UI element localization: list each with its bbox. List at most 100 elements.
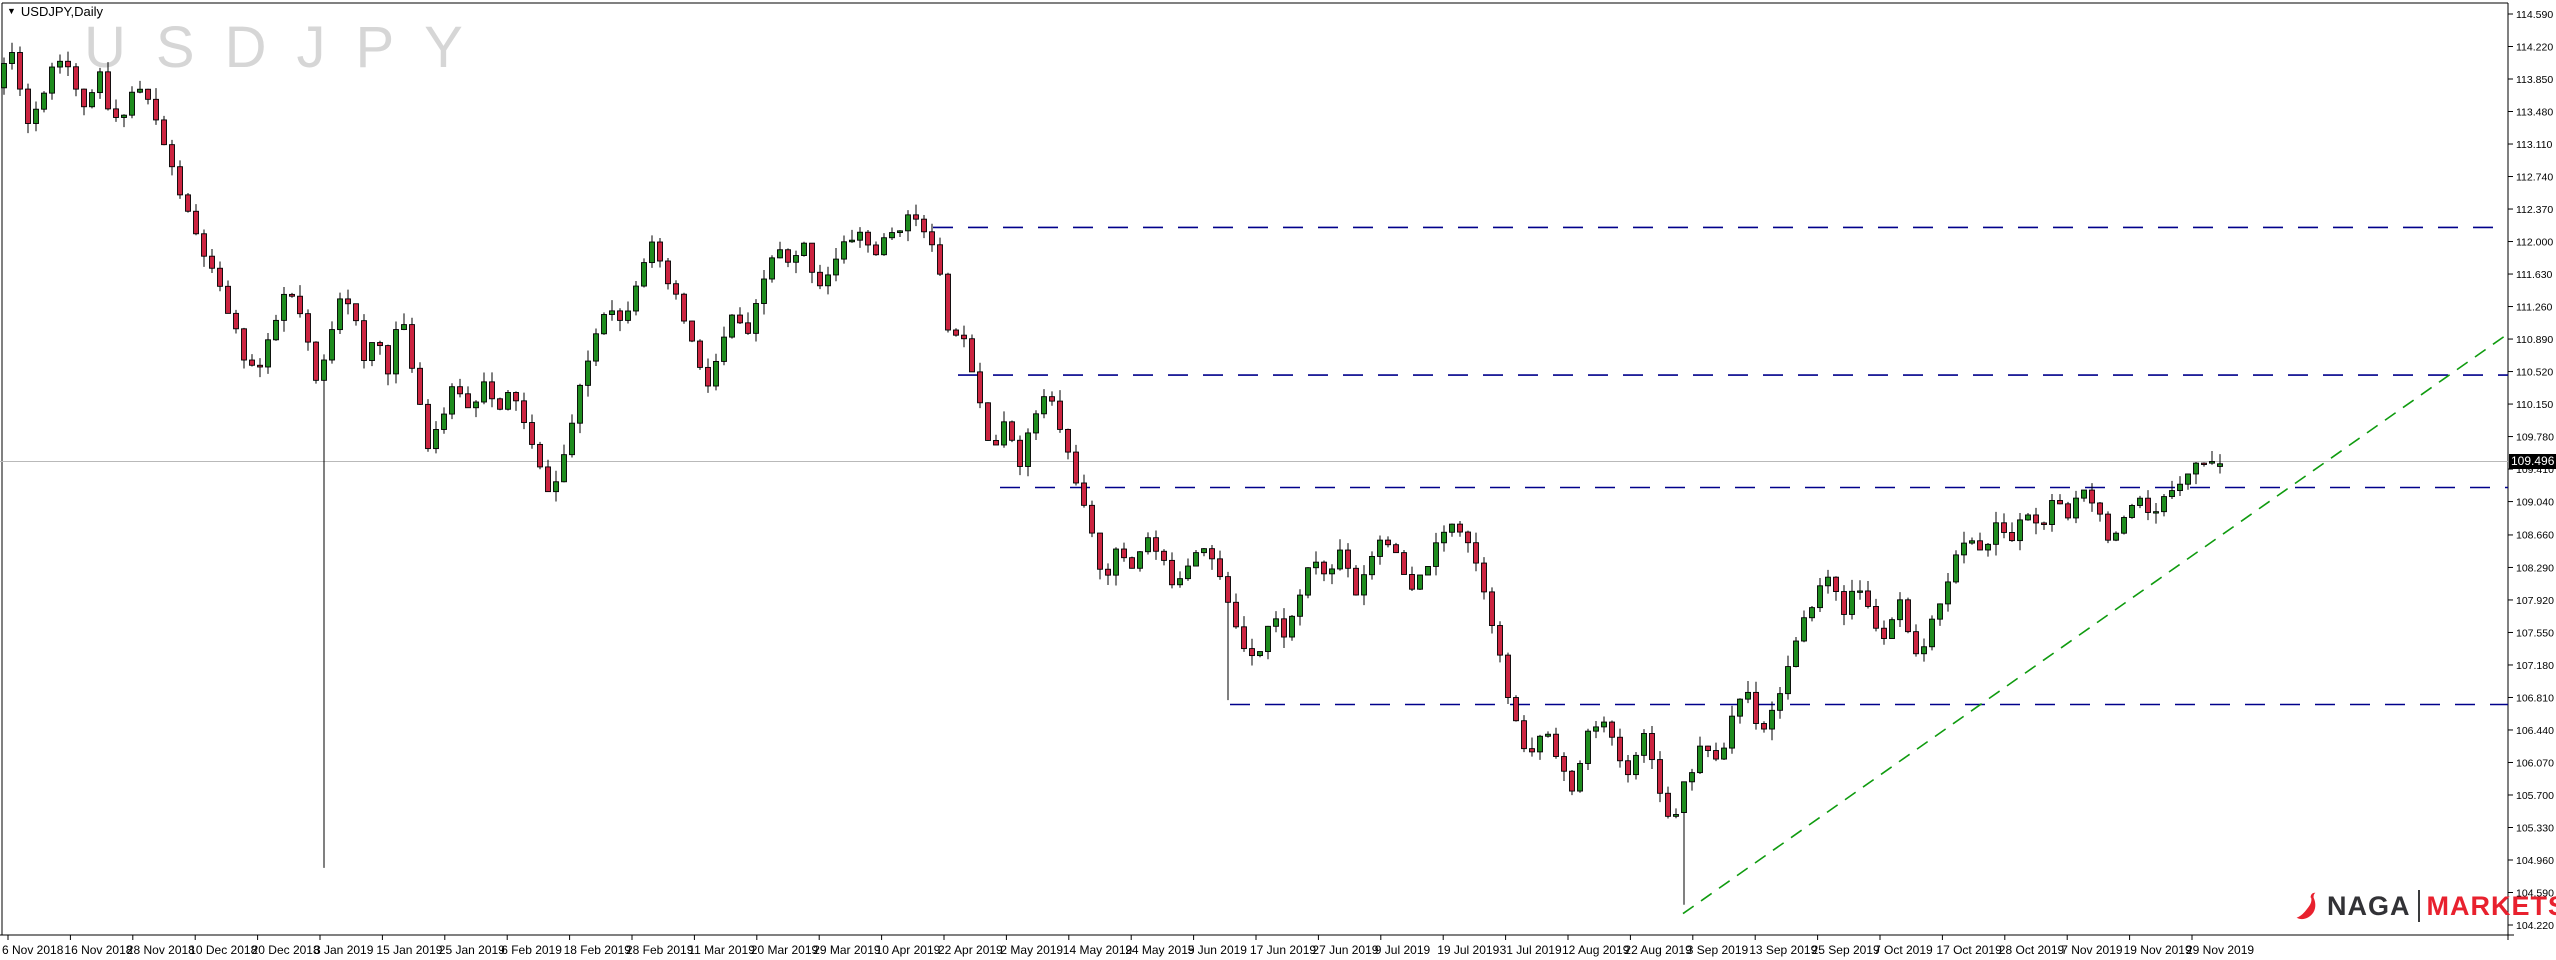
candle-up [593, 333, 599, 362]
date-tick-label: 24 May 2019 [1125, 943, 1195, 957]
candle-down [1161, 550, 1167, 561]
candle-up [89, 92, 95, 108]
date-tick-label: 14 May 2019 [1063, 943, 1133, 957]
candle-up [2081, 489, 2087, 499]
candle-down [1657, 759, 1663, 794]
candle-down [201, 233, 207, 257]
trend-line [1682, 333, 2509, 915]
candle-down [1473, 542, 1479, 564]
candle-up [505, 392, 511, 410]
candle-up [569, 422, 575, 456]
candle-up [1857, 590, 1863, 593]
candle-up [769, 257, 775, 280]
date-tick-label: 3 Jan 2019 [314, 943, 374, 957]
candle-down [169, 144, 175, 168]
candle-up [1729, 715, 1735, 749]
candle-up [2113, 532, 2119, 541]
candle-up [1593, 726, 1599, 732]
candle-down [985, 402, 991, 441]
candle-down [921, 218, 927, 233]
date-tick-label: 13 Sep 2019 [1749, 943, 1817, 957]
date-tick-label: 11 Mar 2019 [688, 943, 755, 957]
candle-down [1169, 559, 1175, 586]
candle-up [273, 319, 279, 341]
candle-up [889, 232, 895, 239]
candle-down [1865, 590, 1871, 607]
candle-down [1241, 626, 1247, 650]
candle-down [953, 329, 959, 336]
candle-up [1689, 772, 1695, 783]
candle-up [1537, 735, 1543, 753]
candle-down [913, 214, 919, 220]
price-tick-label: 108.660 [2516, 530, 2554, 542]
logo-divider [2417, 890, 2420, 922]
price-tick-label: 104.220 [2516, 920, 2554, 932]
candle-up [1697, 745, 1703, 774]
candle-up [833, 258, 839, 276]
candle-down [1529, 748, 1535, 753]
candle-up [369, 342, 375, 361]
candle-up [585, 360, 591, 386]
candle-down [1609, 721, 1615, 738]
candle-up [2185, 473, 2191, 485]
candle-up [761, 278, 767, 304]
candle-up [1641, 733, 1647, 756]
candle-up [1441, 531, 1447, 544]
candle-down [2065, 503, 2071, 519]
date-tick-label: 17 Jun 2019 [1250, 943, 1316, 957]
candle-down [545, 466, 551, 493]
price-tick-label: 111.630 [2516, 269, 2553, 281]
candle-down [1761, 723, 1767, 730]
candle-up [1801, 617, 1807, 642]
candle-up [1289, 615, 1295, 638]
candle-up [601, 314, 607, 335]
candle-down [873, 244, 879, 256]
candle-down [1625, 760, 1631, 776]
candle-up [433, 429, 439, 450]
candle-down [2001, 522, 2007, 533]
candle-up [1633, 754, 1639, 776]
candle-up [1449, 523, 1455, 533]
candle-down [457, 386, 463, 395]
candle-down [809, 242, 815, 273]
candle-up [265, 339, 271, 368]
date-tick-label: 20 Dec 2018 [252, 943, 320, 957]
candle-down [1561, 756, 1567, 772]
candle-down [673, 283, 679, 295]
price-tick-label: 110.150 [2516, 399, 2553, 411]
date-tick-label: 6 Feb 2019 [501, 943, 562, 957]
candle-up [633, 285, 639, 312]
candle-up [97, 71, 103, 94]
candle-up [1961, 542, 1967, 556]
candle-down [1569, 770, 1575, 792]
candle-down [1393, 544, 1399, 554]
candle-down [353, 303, 359, 322]
date-tick-label: 9 Jul 2019 [1375, 943, 1431, 957]
date-tick-label: 22 Apr 2019 [938, 943, 1003, 957]
candle-down [1081, 482, 1087, 506]
candle-down [1121, 548, 1127, 559]
candle-up [1985, 543, 1991, 551]
candle-down [657, 241, 663, 262]
price-tick-label: 110.890 [2516, 334, 2553, 346]
candle-down [2089, 489, 2095, 504]
chart-dropdown-icon[interactable]: ▼ [7, 6, 16, 16]
candle-up [1545, 733, 1551, 737]
candle-up [1113, 548, 1119, 576]
candle-down [1513, 697, 1519, 722]
candle-down [521, 400, 527, 423]
candle-down [225, 285, 231, 314]
candle-up [1721, 747, 1727, 760]
candle-down [1065, 428, 1071, 453]
current-price-value: 109.496 [2511, 454, 2555, 468]
candle-down [1097, 532, 1103, 570]
candle-up [857, 231, 863, 241]
candle-up [2209, 461, 2215, 464]
candle-down [529, 422, 535, 445]
candle-down [1489, 591, 1495, 626]
candle-up [1185, 565, 1191, 580]
candle-up [1025, 432, 1031, 467]
candle-down [2145, 497, 2151, 513]
price-tick-label: 112.370 [2516, 204, 2553, 216]
